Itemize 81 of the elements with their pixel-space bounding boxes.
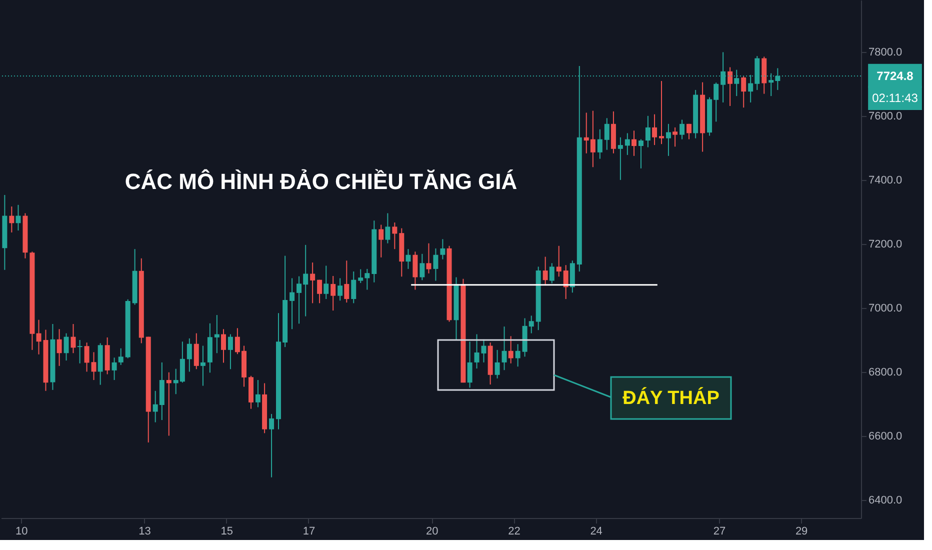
candlestick (666, 123, 671, 156)
candlestick (200, 345, 206, 386)
candlestick (494, 349, 500, 379)
candlestick (502, 326, 507, 371)
candlestick (194, 332, 199, 370)
text: CÁC MÔ HÌNH ĐẢO CHIỀU TĂNG GIÁ (124, 169, 518, 194)
x-tick-label: 15 (220, 526, 233, 538)
candlestick (351, 270, 356, 304)
y-tick-label: 7000.0 (868, 302, 902, 314)
candlestick (440, 238, 446, 260)
x-tick-label: 29 (795, 526, 808, 538)
y-tick-label: 7400.0 (868, 174, 902, 186)
candlestick (330, 275, 336, 312)
candlestick (9, 206, 14, 233)
candlestick (392, 222, 398, 250)
candlestick (515, 344, 520, 368)
candlestick (645, 115, 650, 148)
candlestick (433, 248, 438, 282)
candlestick (385, 212, 390, 244)
candlestick (686, 123, 692, 140)
x-tick-label: 13 (138, 526, 151, 538)
candlestick (91, 352, 96, 381)
candlestick (652, 114, 658, 146)
candlestick (56, 328, 62, 366)
candlestick (741, 75, 746, 108)
candlestick (624, 132, 630, 156)
candlestick (412, 251, 418, 290)
candlestick (563, 264, 568, 300)
candlestick (638, 138, 644, 169)
candlestick (597, 128, 602, 160)
annotation: ĐÁY THÁP (622, 387, 720, 409)
candlestick (604, 118, 610, 150)
candlestick (70, 323, 76, 354)
candlestick (64, 332, 69, 361)
candlestick (290, 278, 295, 330)
x-tick-label: 24 (590, 526, 602, 538)
candlestick (269, 413, 274, 478)
candlestick (214, 314, 220, 354)
y-tick-label: 7800.0 (868, 46, 902, 58)
candlestick (112, 357, 117, 381)
candlestick (426, 242, 432, 274)
candlestick (672, 126, 678, 148)
candlestick (77, 340, 82, 364)
candlestick (16, 204, 21, 232)
x-tick-label: 20 (426, 526, 438, 538)
candlestick (228, 334, 233, 370)
candlestick (317, 279, 322, 304)
candlestick (542, 256, 548, 286)
candlestick (631, 130, 636, 156)
x-tick-label: 22 (508, 526, 520, 538)
candlestick (338, 278, 343, 302)
candlestick (549, 262, 554, 284)
candlestick (118, 348, 124, 366)
candlestick (166, 372, 172, 436)
candlestick (186, 338, 192, 372)
x-tick-label: 17 (302, 526, 316, 538)
candlestick (618, 136, 623, 180)
y-tick-label: 7200.0 (868, 238, 902, 250)
x-tick-label: 10 (15, 526, 28, 538)
y-tick-label: 7600.0 (868, 110, 902, 122)
candlestick (378, 224, 384, 258)
y-tick-label: 6800.0 (868, 366, 902, 379)
y-tick-label: 6600.0 (868, 430, 902, 443)
candlestick (324, 265, 329, 300)
text: 02:11:43 (872, 90, 918, 105)
candlestick (556, 245, 562, 278)
candlestick (84, 342, 90, 372)
candlestick (344, 260, 350, 304)
candlestick (467, 341, 472, 388)
candlestick (310, 262, 316, 304)
x-tick-label: 27 (713, 526, 726, 538)
ref-line-label: 7724.8 (876, 68, 914, 83)
candlestick (406, 248, 411, 270)
y-tick-label: 6400.0 (868, 494, 902, 507)
candlestick (420, 253, 425, 281)
candlestick (220, 328, 226, 364)
candlestick (728, 66, 733, 106)
candlestick (508, 336, 514, 364)
candlestick (680, 119, 685, 140)
candlestick (658, 80, 664, 145)
candlestick (255, 380, 260, 408)
